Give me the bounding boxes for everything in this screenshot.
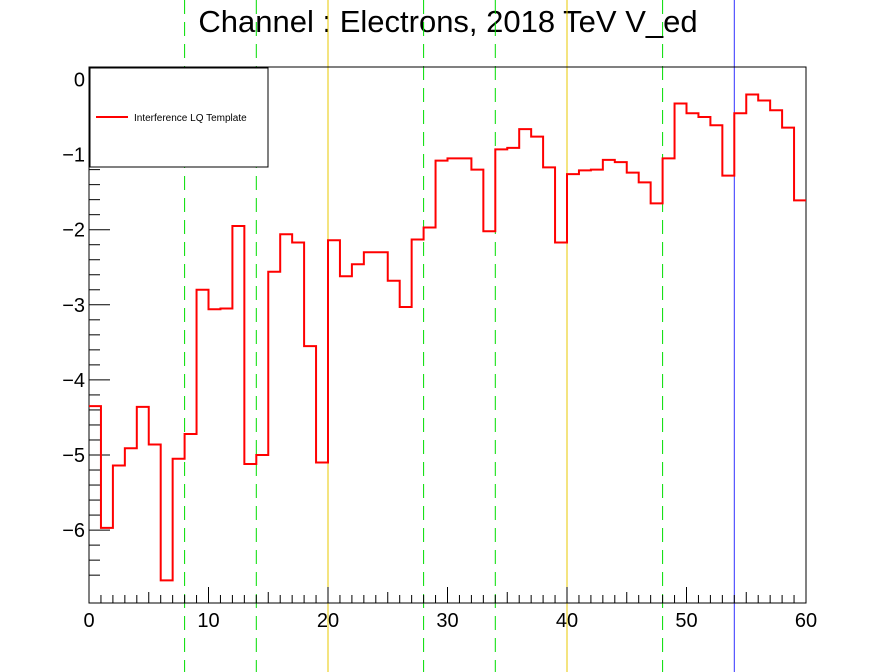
- y-axis: 0 −1 −2 −3 −4 −5 −6: [62, 70, 110, 576]
- x-tick-label: 40: [556, 610, 578, 632]
- y-tick-label: −1: [62, 145, 85, 167]
- x-tick-label: 0: [83, 610, 94, 632]
- y-tick-label: −2: [62, 220, 85, 242]
- x-tick-label: 60: [795, 610, 817, 632]
- y-tick-label: −6: [62, 520, 85, 542]
- x-tick-label: 10: [197, 610, 219, 632]
- legend: Interference LQ Template: [89, 67, 269, 168]
- x-tick-label: 50: [675, 610, 697, 632]
- y-tick-label: 0: [74, 70, 85, 92]
- series-line: [89, 93, 806, 582]
- x-axis: 0 10 20 30 40 50 60: [83, 587, 817, 632]
- y-tick-label: −4: [62, 370, 85, 392]
- y-tick-label: −5: [62, 445, 85, 467]
- legend-label: Interference LQ Template: [134, 113, 247, 124]
- x-tick-label: 30: [436, 610, 458, 632]
- series-group: [89, 93, 806, 582]
- x-tick-label: 20: [317, 610, 339, 632]
- y-tick-label: −3: [62, 295, 85, 317]
- chart-title: Channel : Electrons, 2018 TeV V_ed: [198, 4, 697, 39]
